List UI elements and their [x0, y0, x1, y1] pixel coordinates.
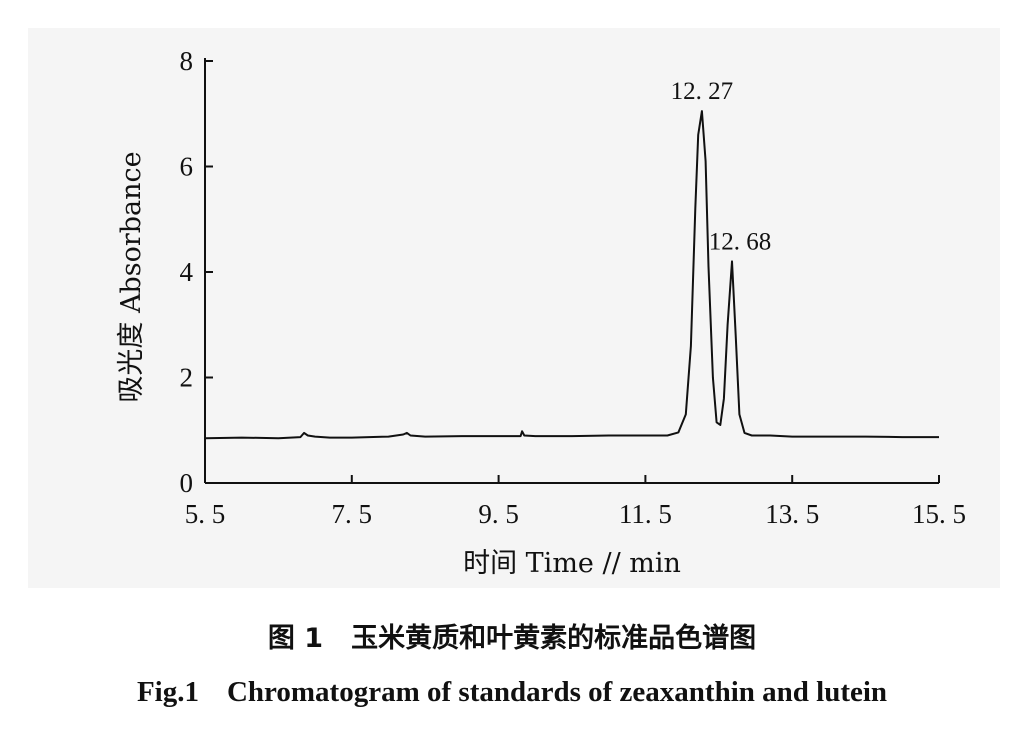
caption-en-text: Chromatogram of standards of zeaxanthin … [226, 676, 888, 708]
x-tick-label: 7. 5 [332, 499, 373, 529]
y-tick-label: 0 [180, 468, 194, 498]
series-group [204, 110, 939, 440]
caption-english: Fig.1 Chromatogram of standards of zeaxan… [0, 676, 1024, 709]
caption-cn-text: 玉米黄质和叶黄素的标准品色谱图 [351, 623, 757, 654]
x-tick-label: 5. 5 [185, 499, 226, 529]
x-tick-label: 9. 5 [478, 499, 518, 529]
y-tick-label: 2 [180, 363, 194, 393]
ticks: 5. 5 7. 5 9. 5 11. 5 13. 5 15. 5 0 2 4 6 8 [180, 46, 967, 529]
chromatogram-line [204, 110, 939, 440]
y-axis-title: 吸光度 Absorbance [116, 151, 147, 402]
y-tick-label: 6 [180, 152, 194, 182]
x-tick-label: 11. 5 [619, 499, 672, 529]
peak-label: 12. 27 [671, 78, 734, 105]
peak-label: 12. 68 [709, 228, 772, 255]
x-tick-label: 15. 5 [912, 499, 966, 529]
y-tick-label: 4 [180, 257, 194, 287]
axes [204, 58, 939, 484]
caption-chinese: 图 1 玉米黄质和叶黄素的标准品色谱图 [0, 616, 1024, 655]
peak-labels: 12. 27 12. 68 [671, 78, 772, 255]
caption-cn-label: 图 1 [267, 623, 324, 654]
y-tick-label: 8 [180, 46, 194, 76]
x-tick-label: 13. 5 [765, 499, 819, 529]
x-axis-title: 时间 Time // min [463, 548, 681, 579]
caption-en-label: Fig.1 [136, 676, 199, 708]
